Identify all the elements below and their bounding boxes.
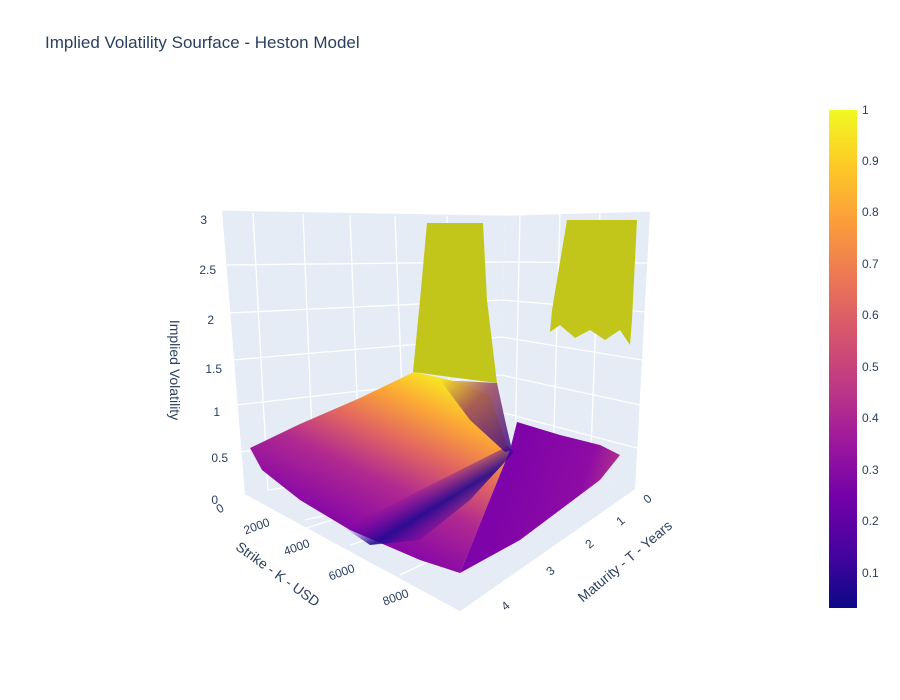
x-tick: 6000 [327, 561, 357, 583]
colorbar-tick: 1 [862, 103, 869, 117]
y-tick: 0 [640, 491, 654, 506]
axis-lines [244, 489, 636, 613]
colorbar-tick: 0.5 [862, 360, 879, 374]
colorbar-tick: 0.7 [862, 257, 879, 271]
x-tick: 0 [214, 501, 227, 517]
colorbar-tick: 0.8 [862, 205, 879, 219]
z-tick: 0.5 [211, 451, 228, 465]
x-tick: 2000 [242, 515, 272, 537]
surface-dark-streak [345, 446, 514, 545]
colorbar [829, 110, 857, 608]
z-tick: 1 [213, 405, 220, 419]
surface-left-region [250, 372, 510, 573]
surface[interactable] [250, 220, 637, 573]
colorbar-tick: 0.2 [862, 514, 879, 528]
chart-title: Implied Volatility Sourface - Heston Mod… [45, 33, 360, 52]
z-tick: 2.5 [199, 263, 216, 277]
z-tick: 3 [200, 213, 207, 227]
surface-right-patch [550, 220, 637, 345]
colorbar-tick: 0.4 [862, 411, 879, 425]
surface-cliff [413, 223, 497, 383]
y-tick: 3 [543, 563, 557, 578]
z-axis-title: Implied Volatility [167, 320, 183, 420]
z-axis-ticks: 0 0.5 1 1.5 2 2.5 3 [199, 213, 228, 507]
z-tick: 1.5 [205, 362, 222, 376]
y-tick: 4 [498, 598, 512, 613]
y-tick: 1 [613, 513, 627, 528]
z-tick: 2 [207, 313, 214, 327]
x-tick: 8000 [381, 586, 411, 608]
colorbar-tick: 0.3 [862, 463, 879, 477]
y-tick: 2 [582, 536, 596, 551]
y-axis-title: Maturity - T - Years [575, 517, 675, 605]
colorbar-ticks: 0.1 0.2 0.3 0.4 0.5 0.6 0.7 0.8 0.9 1 [862, 103, 879, 580]
surface-right-region [460, 422, 620, 573]
colorbar-tick: 0.1 [862, 566, 879, 580]
x-tick: 4000 [282, 536, 312, 558]
z-tick: 0 [211, 493, 218, 507]
colorbar-tick: 0.9 [862, 154, 879, 168]
colorbar-tick: 0.6 [862, 308, 879, 322]
surface-ridge [440, 380, 512, 452]
